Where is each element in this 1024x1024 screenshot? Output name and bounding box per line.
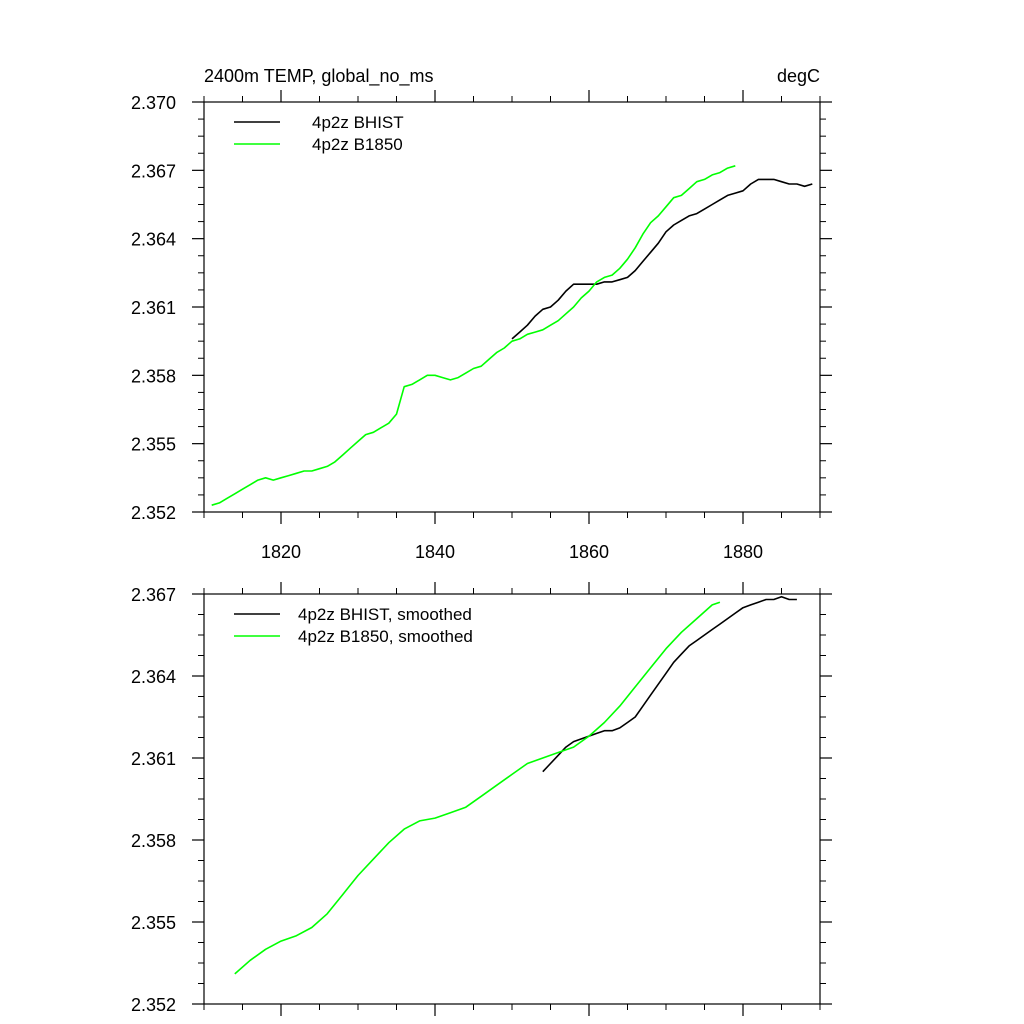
plot-frame <box>203 593 821 1005</box>
y-tick-label: 2.358 <box>131 831 176 851</box>
series-line-b1850 <box>211 165 736 506</box>
y-tick-label: 2.367 <box>131 585 176 605</box>
legend-label: 4p2z BHIST <box>312 113 404 132</box>
x-tick-label: 1860 <box>569 542 609 562</box>
y-tick-label: 2.361 <box>131 749 176 769</box>
chart-units: degC <box>777 66 820 86</box>
y-tick-label: 2.358 <box>131 366 176 386</box>
y-tick-label: 2.364 <box>131 667 176 687</box>
legend-label: 4p2z B1850 <box>312 135 403 154</box>
top-plot-panel: 2.352 2.355 2.358 2.361 2.364 2.367 2.370 1820 1… <box>131 90 832 562</box>
x-tick-label: 1840 <box>415 542 455 562</box>
y-tick-label: 2.370 <box>131 93 176 113</box>
chart-title: 2400m TEMP, global_no_ms <box>204 66 433 87</box>
plot-frame <box>203 101 821 513</box>
y-tick-label: 2.352 <box>131 995 176 1015</box>
series-line-bhist <box>542 595 797 773</box>
legend-label: 4p2z BHIST, smoothed <box>298 605 472 624</box>
y-tick-label: 2.364 <box>131 230 176 250</box>
y-tick-label: 2.361 <box>131 298 176 318</box>
x-tick-label: 1820 <box>261 542 301 562</box>
y-tick-label: 2.352 <box>131 503 176 523</box>
y-tick-label: 2.355 <box>131 435 176 455</box>
legend-label: 4p2z B1850, smoothed <box>298 627 473 646</box>
bottom-plot-panel: 2.352 2.355 2.358 2.361 2.364 2.367 4p2z BHIST… <box>131 582 832 1016</box>
series-line-b1850 <box>234 601 721 975</box>
x-tick-label: 1880 <box>723 542 763 562</box>
series-line-bhist <box>511 178 813 340</box>
y-tick-label: 2.355 <box>131 913 176 933</box>
y-tick-label: 2.367 <box>131 161 176 181</box>
